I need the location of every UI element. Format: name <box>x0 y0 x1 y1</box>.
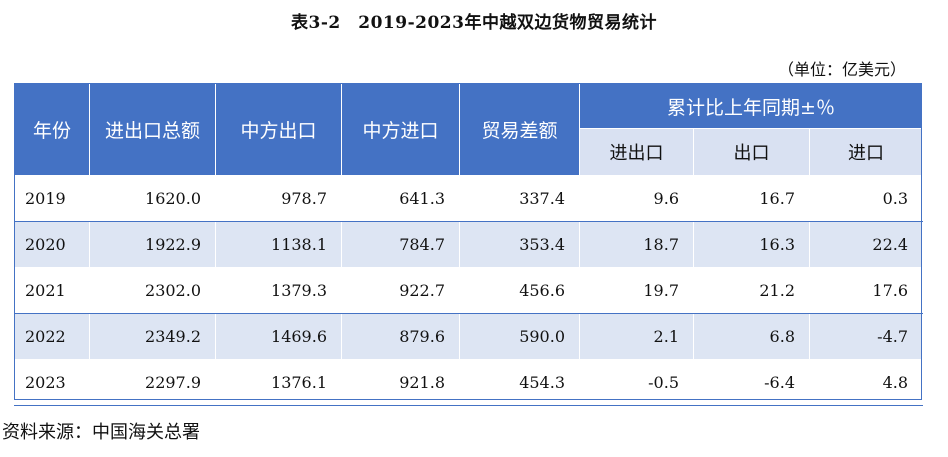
cell-year: 2021 <box>14 267 90 314</box>
cell-yoy-total: 18.7 <box>579 221 694 268</box>
cell-yoy-export: 6.8 <box>693 313 810 360</box>
cell-yoy-total: 2.1 <box>579 313 694 360</box>
header-balance: 贸易差额 <box>459 83 580 176</box>
cell-yoy-export: 21.2 <box>693 267 810 314</box>
cell-year: 2022 <box>14 313 90 360</box>
header-import: 中方进口 <box>341 83 460 176</box>
cell-import: 879.6 <box>341 313 460 360</box>
cell-total: 2297.9 <box>89 359 216 406</box>
cell-balance: 454.3 <box>459 359 580 406</box>
header-year: 年份 <box>14 83 90 176</box>
cell-balance: 590.0 <box>459 313 580 360</box>
cell-total: 1922.9 <box>89 221 216 268</box>
cell-total: 2349.2 <box>89 313 216 360</box>
cell-import: 641.3 <box>341 175 460 222</box>
cell-yoy-total: 9.6 <box>579 175 694 222</box>
cell-yoy-import: -4.7 <box>808 313 924 360</box>
cell-year: 2020 <box>14 221 90 268</box>
cell-import: 922.7 <box>341 267 460 314</box>
source-note: 资料来源：中国海关总署 <box>2 422 200 443</box>
unit-label: （单位：亿美元） <box>777 60 906 79</box>
cell-export: 1469.6 <box>215 313 342 360</box>
cell-import: 921.8 <box>341 359 460 406</box>
cell-export: 978.7 <box>215 175 342 222</box>
cell-import: 784.7 <box>341 221 460 268</box>
cell-yoy-export: 16.3 <box>693 221 810 268</box>
table-row: 2021 2302.0 1379.3 922.7 456.6 19.7 21.2 17.6 <box>14 267 924 314</box>
cell-total: 2302.0 <box>89 267 216 314</box>
cell-yoy-import: 17.6 <box>808 267 924 314</box>
header-yoy-group: 累计比上年同期±％ <box>578 83 924 129</box>
cell-balance: 456.6 <box>459 267 580 314</box>
cell-yoy-import: 4.8 <box>808 359 924 406</box>
header-yoy-import: 进口 <box>808 128 924 176</box>
header-total: 进出口总额 <box>89 83 216 176</box>
cell-yoy-import: 22.4 <box>808 221 924 268</box>
cell-yoy-import: 0.3 <box>808 175 924 222</box>
cell-year: 2019 <box>14 175 90 222</box>
cell-export: 1138.1 <box>215 221 342 268</box>
trade-table: 年份 进出口总额 中方出口 中方进口 贸易差额 累计比上年同期±％ 进出口 出口… <box>14 83 924 406</box>
cell-yoy-total: -0.5 <box>579 359 694 406</box>
cell-export: 1379.3 <box>215 267 342 314</box>
table-row: 2022 2349.2 1469.6 879.6 590.0 2.1 6.8 -4.7 <box>14 313 924 360</box>
cell-balance: 353.4 <box>459 221 580 268</box>
table-row: 2019 1620.0 978.7 641.3 337.4 9.6 16.7 0.3 <box>14 175 924 222</box>
header-yoy-export: 出口 <box>693 128 810 176</box>
cell-yoy-export: 16.7 <box>693 175 810 222</box>
cell-yoy-export: -6.4 <box>693 359 810 406</box>
table-row: 2023 2297.9 1376.1 921.8 454.3 -0.5 -6.4 4.8 <box>14 359 924 406</box>
cell-yoy-total: 19.7 <box>579 267 694 314</box>
cell-total: 1620.0 <box>89 175 216 222</box>
header-export: 中方出口 <box>215 83 342 176</box>
cell-export: 1376.1 <box>215 359 342 406</box>
cell-balance: 337.4 <box>459 175 580 222</box>
table-row: 2020 1922.9 1138.1 784.7 353.4 18.7 16.3 22.4 <box>14 221 924 268</box>
header-yoy-total: 进出口 <box>579 128 694 176</box>
cell-year: 2023 <box>14 359 90 406</box>
table-title: 表3-2 2019-2023年中越双边货物贸易统计 <box>291 13 657 33</box>
